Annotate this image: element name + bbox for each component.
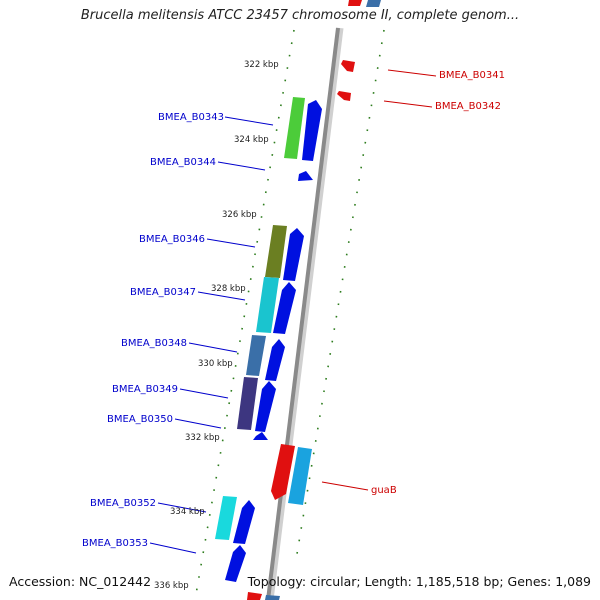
gene-label-bmea-b0352: BMEA_B0352 bbox=[90, 498, 156, 509]
kbp-tick-label: 322 kbp bbox=[244, 60, 279, 70]
gene-label-bmea-b0342: BMEA_B0342 bbox=[435, 101, 501, 112]
accession-text: Accession: NC_012442 bbox=[9, 574, 152, 589]
reverse-callouts bbox=[321, 69, 437, 491]
kbp-tick-label: 336 kbp bbox=[154, 581, 189, 591]
kbp-tick-label: 324 kbp bbox=[234, 135, 269, 145]
gene-top-blue bbox=[366, 0, 381, 7]
gene-guab-red bbox=[271, 444, 295, 500]
gene-bmea-b0349 bbox=[237, 377, 276, 432]
gene-guab-cyan bbox=[288, 447, 312, 505]
map-title: Brucella melitensis ATCC 23457 chromosom… bbox=[80, 8, 520, 23]
forward-callouts bbox=[149, 116, 274, 554]
gene-bmea-b0344 bbox=[298, 171, 313, 181]
gene-bmea-b0342 bbox=[337, 91, 351, 101]
gene-label-bmea-b0347: BMEA_B0347 bbox=[130, 287, 196, 298]
gene-top-red bbox=[348, 0, 362, 6]
gene-bmea-b0353 bbox=[225, 545, 246, 582]
gene-label-bmea-b0344: BMEA_B0344 bbox=[150, 157, 216, 168]
gene-bmea-b0347 bbox=[256, 277, 296, 334]
kbp-tick-label: 332 kbp bbox=[185, 433, 220, 443]
gene-bmea-b0346 bbox=[265, 225, 304, 281]
kbp-tick-label: 326 kbp bbox=[222, 210, 257, 220]
gene-label-bmea-b0353: BMEA_B0353 bbox=[82, 538, 148, 549]
gene-label-bmea-b0349: BMEA_B0349 bbox=[112, 384, 178, 395]
chromosome-backbone bbox=[266, 27, 340, 600]
gene-label-bmea-b0341: BMEA_B0341 bbox=[439, 70, 505, 81]
gene-bottom-stub bbox=[247, 592, 280, 600]
topology-text: Topology: circular; Length: 1,185,518 bp… bbox=[247, 574, 591, 589]
gene-bmea-b0352 bbox=[215, 496, 255, 544]
gene-bmea-b0348 bbox=[246, 335, 285, 381]
gene-label-bmea-b0350: BMEA_B0350 bbox=[107, 414, 173, 425]
gene-label-bmea-b0348: BMEA_B0348 bbox=[121, 338, 187, 349]
gene-label-guab: guaB bbox=[371, 485, 397, 496]
gene-bmea-b0350 bbox=[253, 432, 268, 440]
outer-tick-rail bbox=[295, 29, 385, 561]
kbp-tick-label: 330 kbp bbox=[198, 359, 233, 369]
gene-label-bmea-b0346: BMEA_B0346 bbox=[139, 234, 205, 245]
gene-bmea-b0341 bbox=[341, 60, 355, 72]
kbp-tick-label: 328 kbp bbox=[211, 284, 246, 294]
gene-bmea-b0343 bbox=[284, 97, 322, 161]
kbp-tick-label: 334 kbp bbox=[170, 507, 205, 517]
gene-label-bmea-b0343: BMEA_B0343 bbox=[158, 112, 224, 123]
